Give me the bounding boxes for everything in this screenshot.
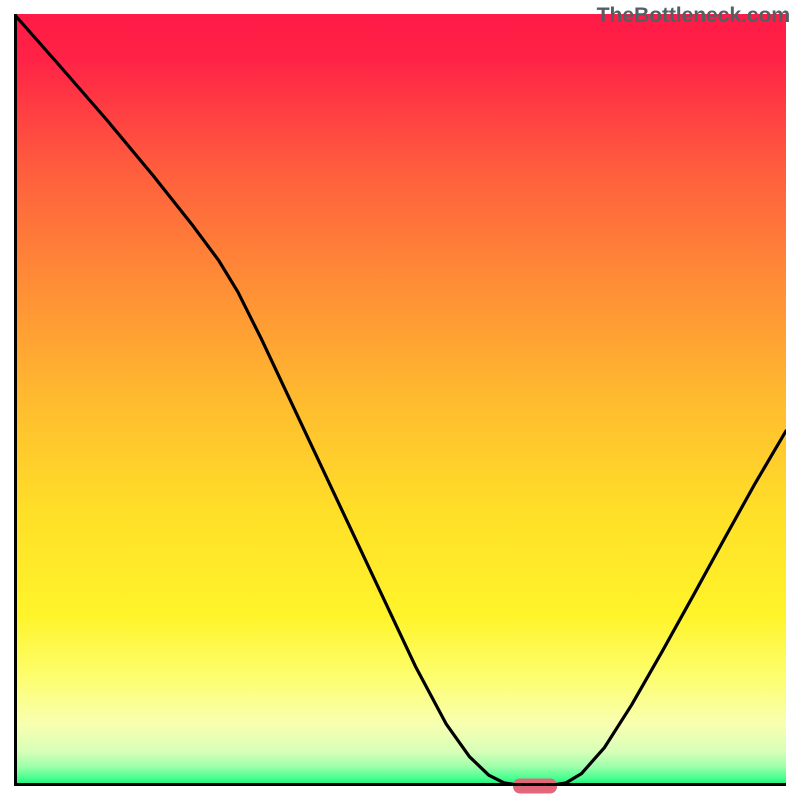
watermark-text: TheBottleneck.com (597, 3, 790, 28)
curve-layer (14, 14, 786, 786)
plot-area (14, 14, 786, 786)
bottleneck-chart: TheBottleneck.com (0, 0, 800, 800)
optimal-marker (513, 779, 557, 794)
y-axis (14, 14, 17, 786)
x-axis (14, 783, 786, 786)
